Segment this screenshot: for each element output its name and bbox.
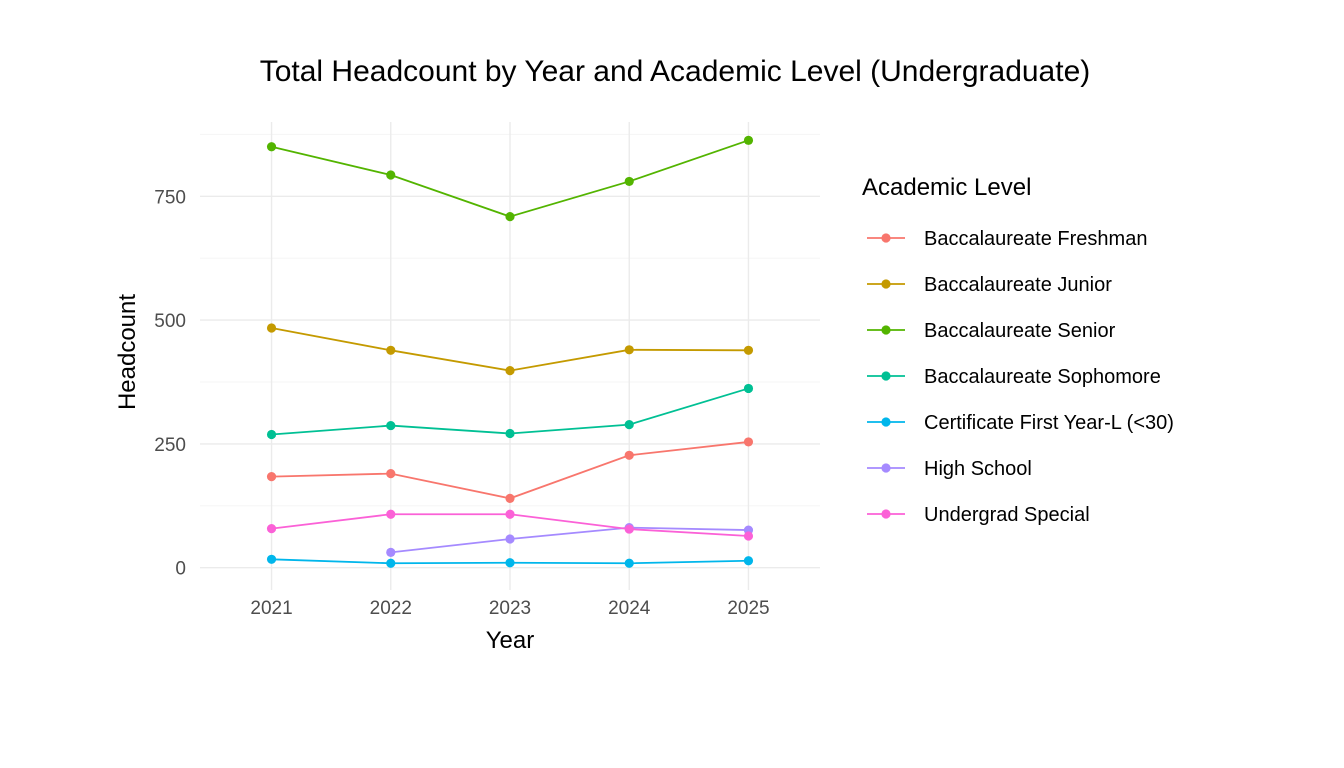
data-point	[386, 509, 396, 519]
legend-title: Academic Level	[862, 174, 1031, 201]
data-point	[266, 471, 277, 482]
legend-item: Baccalaureate Sophomore	[867, 366, 1161, 388]
legend-key-point	[881, 463, 891, 473]
data-point	[386, 345, 396, 355]
legend-item: Baccalaureate Senior	[867, 320, 1116, 342]
y-axis-title: Headcount	[114, 294, 141, 410]
data-point	[266, 142, 277, 152]
data-point	[743, 135, 754, 145]
x-axis-title: Year	[486, 627, 535, 654]
data-point	[624, 345, 634, 355]
data-point	[505, 509, 515, 519]
data-point	[505, 211, 515, 222]
data-point	[624, 419, 634, 430]
data-point	[386, 547, 396, 557]
y-tick-label: 0	[175, 559, 186, 580]
legend-label: Undergrad Special	[924, 504, 1090, 526]
legend-label: Certificate First Year-L (<30)	[924, 412, 1174, 434]
data-point	[386, 558, 396, 568]
data-point	[386, 420, 396, 431]
data-point	[743, 531, 754, 541]
data-point	[505, 558, 515, 568]
data-point	[624, 176, 634, 187]
legend-key-point	[881, 371, 891, 381]
data-point	[743, 556, 754, 566]
data-point	[743, 345, 754, 355]
data-point	[505, 493, 515, 503]
data-point	[624, 524, 634, 534]
data-point	[266, 554, 277, 564]
legend-key-point	[881, 417, 891, 427]
data-point	[266, 429, 277, 440]
x-tick-label: 2025	[727, 598, 769, 619]
legend-item: High School	[867, 458, 1032, 480]
data-point	[743, 383, 754, 394]
data-point	[743, 437, 754, 447]
legend-key-point	[881, 509, 891, 519]
data-point	[505, 428, 515, 439]
legend-item: Certificate First Year-L (<30)	[867, 412, 1174, 434]
legend: Academic Level Baccalaureate Freshman Bac…	[862, 174, 1174, 526]
data-point	[624, 558, 634, 568]
x-tick-label: 2023	[489, 598, 531, 619]
data-point	[505, 366, 515, 376]
legend-label: Baccalaureate Junior	[924, 274, 1112, 296]
series-layer	[266, 135, 754, 568]
y-tick-label: 750	[154, 187, 186, 208]
legend-key-point	[881, 325, 891, 335]
y-tick-label: 250	[154, 435, 186, 456]
legend-key-point	[881, 233, 891, 243]
legend-item: Baccalaureate Junior	[867, 274, 1112, 296]
legend-item: Undergrad Special	[867, 504, 1090, 526]
x-tick-label: 2024	[608, 598, 651, 619]
data-point	[266, 323, 277, 333]
y-tick-label: 500	[154, 311, 186, 332]
data-point	[505, 534, 515, 544]
legend-label: High School	[924, 458, 1032, 480]
data-point	[386, 170, 396, 180]
chart-title: Total Headcount by Year and Academic Lev…	[260, 55, 1091, 88]
legend-item: Baccalaureate Freshman	[867, 228, 1147, 250]
series-line	[390, 526, 749, 554]
data-point	[386, 469, 396, 479]
data-point	[624, 450, 634, 460]
y-axis-ticks: 0 250 500 750	[154, 187, 186, 579]
legend-label: Baccalaureate Sophomore	[924, 366, 1161, 388]
x-tick-label: 2022	[370, 598, 412, 619]
legend-key-point	[881, 279, 891, 289]
x-axis-ticks: 2021 2022 2023 2024 2025	[250, 598, 769, 619]
legend-label: Baccalaureate Senior	[924, 320, 1116, 342]
legend-label: Baccalaureate Freshman	[924, 228, 1147, 250]
data-point	[266, 523, 277, 534]
grid	[200, 122, 820, 590]
x-tick-label: 2021	[250, 598, 292, 619]
